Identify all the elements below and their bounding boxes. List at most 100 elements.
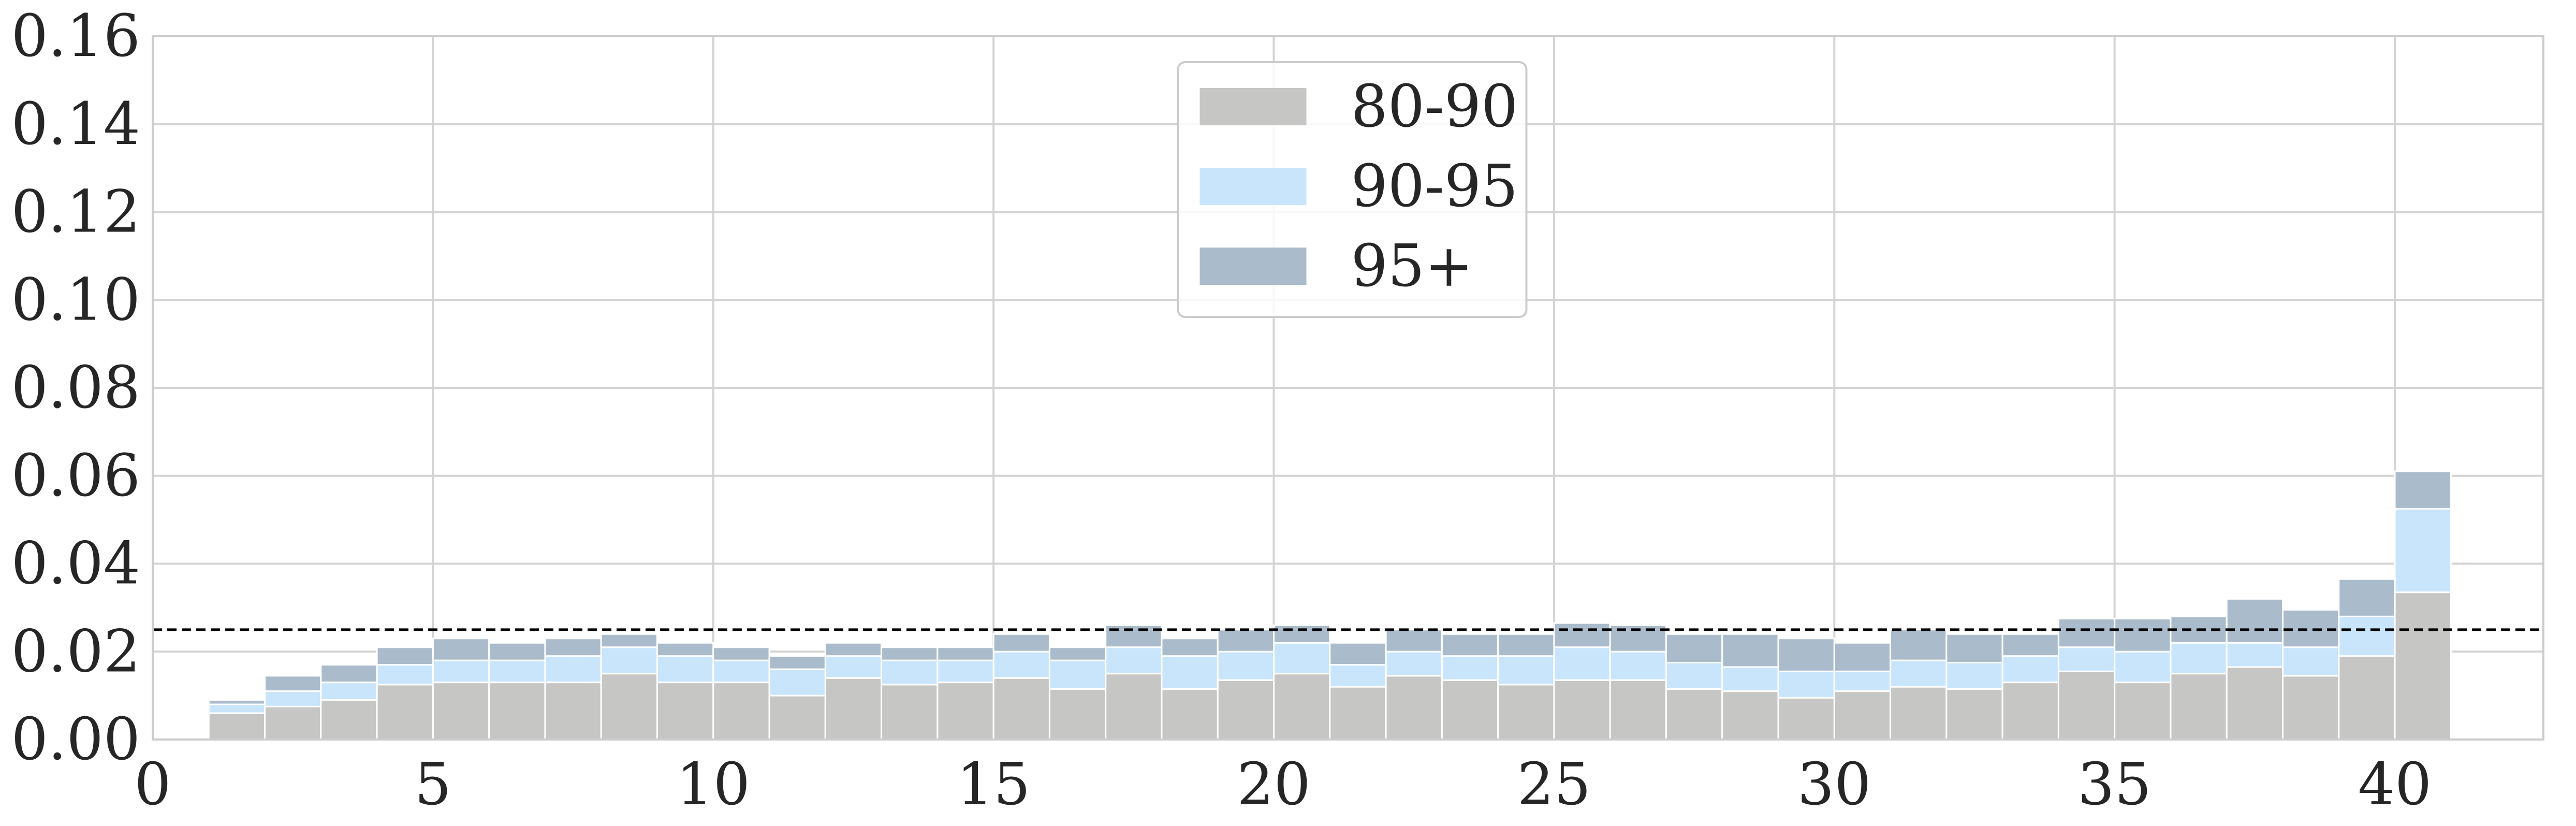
bar-segment [1721,666,1779,692]
bar-segment [1945,633,2003,663]
bar-segment [1890,686,1948,741]
legend-label: 95+ [1351,233,1473,300]
x-tick-label: 0 [134,751,171,818]
bar-segment [1273,642,1331,675]
bar-segment [768,668,826,697]
bar-segment [2170,673,2228,741]
bar-segment [1105,673,1163,741]
x-tick-label: 20 [1237,751,1311,818]
bar-segment [881,659,939,686]
bar-segment [1609,679,1667,741]
bar-segment [2394,508,2452,593]
bar-segment [1721,633,1779,668]
bar-segment [1665,633,1723,663]
x-tick-label: 30 [1797,751,1871,818]
bar-segment [881,646,939,661]
bar-segment [2338,655,2396,741]
y-tick-label: 0.06 [11,442,140,510]
bar-segment [2282,646,2340,677]
bar-segment [432,682,490,741]
bar-segment [1273,673,1331,741]
bar-segment [656,655,714,684]
bar-segment [1385,650,1443,677]
y-tick-label: 0.14 [11,91,140,158]
bar-segment [320,664,378,684]
bar-segment [208,712,266,741]
bar-segment [1833,690,1892,741]
bar-segment [600,633,658,648]
legend-label: 90-95 [1351,153,1518,220]
bar-segment [1329,664,1387,688]
bar-segment [1441,633,1499,657]
bar-segment [992,633,1050,653]
bar-segment [1441,679,1499,741]
bar-segment [1890,659,1948,688]
bar-segment [881,684,939,741]
bar-segment [1329,642,1387,666]
bar-segment [208,699,266,705]
x-tick-label: 40 [2358,751,2432,818]
bar-segment [600,646,658,675]
bar-segment [656,682,714,741]
bar-segment [2394,591,2452,741]
bar-segment [264,675,322,692]
bar-segment [1945,661,2003,690]
bar-segment [1777,637,1835,672]
x-tick-label: 5 [415,751,451,818]
bar-segment [432,637,490,661]
bar-segment [936,659,994,684]
bar-segment [1553,679,1611,741]
bar-segment [488,659,546,684]
bar-segment [1385,629,1443,653]
bar-segment [712,659,770,684]
bar-segment [1497,655,1555,686]
bar-segment [1161,688,1219,741]
bar-segment [2001,655,2059,684]
bar-segment [544,682,602,741]
bar-segment [1161,655,1219,690]
bar-segment [1890,629,1948,661]
y-tick-label: 0.08 [11,354,140,422]
bar-segment [2114,618,2172,653]
bar-segment [992,650,1050,679]
bar-segment [544,655,602,684]
y-tick-label: 0.02 [11,618,140,685]
bar-segment [824,677,883,741]
bar-segment [1553,622,1611,648]
legend-label: 80-90 [1351,73,1518,140]
bar-segment [1721,690,1779,741]
bar-segment [2001,633,2059,657]
legend-swatch [1199,248,1307,285]
bar-segment [1665,661,1723,690]
bar-segment [2338,578,2396,617]
bar-segment [1217,650,1275,681]
bar-segment [1161,637,1219,657]
bar-segment [432,659,490,684]
bar-segment [2226,598,2284,644]
bar-segment [936,682,994,741]
bar-segment [2057,646,2116,672]
bar-segment [2394,470,2452,510]
bar-segment [824,642,883,657]
bar-segment [488,642,546,661]
bar-segment [1441,655,1499,681]
bar-segment [2001,682,2059,741]
bar-segment [1777,697,1835,741]
bar-segment [2338,615,2396,657]
bar-segment [1105,646,1163,675]
bar-segment [600,673,658,741]
bar-segment [992,677,1050,741]
bar-segment [2114,682,2172,741]
bar-segment [376,664,434,686]
bar-segment [768,655,826,670]
x-tick-label: 25 [1517,751,1591,818]
bar-segment [1553,646,1611,681]
bar-segment [2114,650,2172,684]
bar-segment [2282,675,2340,741]
bar-segment [264,705,322,741]
bar-segment [2226,642,2284,668]
bar-segment [824,655,883,679]
bar-segment [320,699,378,741]
bar-segment [2057,670,2116,741]
